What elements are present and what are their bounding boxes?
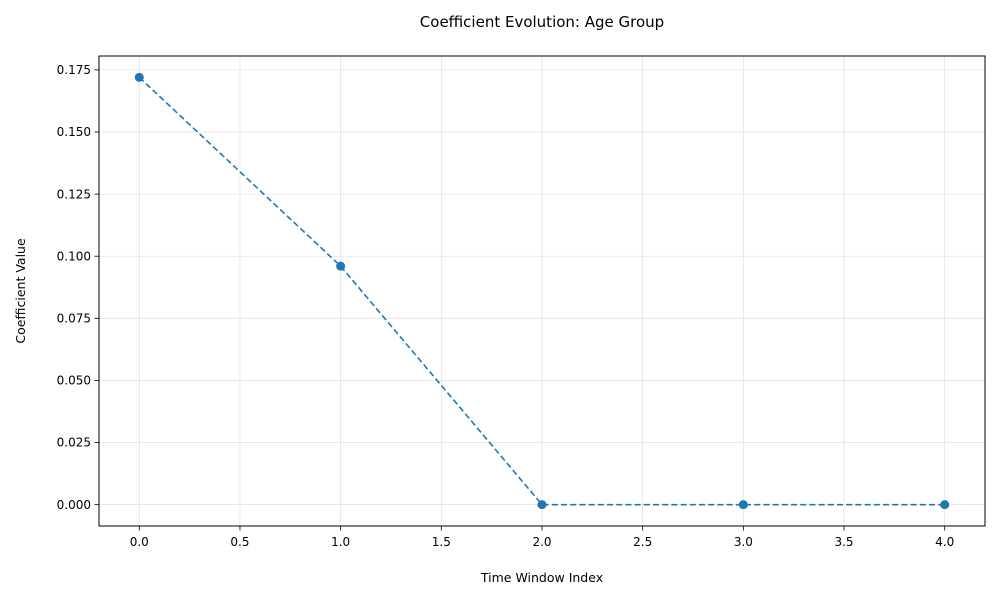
data-point <box>134 72 144 82</box>
y-tick-label: 0.025 <box>57 436 91 450</box>
y-tick-label: 0.075 <box>57 312 91 326</box>
y-axis-label: Coefficient Value <box>13 238 28 344</box>
x-tick-label: 0.0 <box>130 535 149 549</box>
y-tick-label: 0.175 <box>57 63 91 77</box>
x-tick-label: 3.0 <box>734 535 753 549</box>
series-line <box>138 76 945 506</box>
x-tick-label: 4.0 <box>935 535 954 549</box>
x-tick-label: 1.5 <box>432 535 451 549</box>
x-tick-label: 3.5 <box>834 535 853 549</box>
x-tick-label: 1.0 <box>331 535 350 549</box>
y-tick-label: 0.000 <box>57 498 91 512</box>
x-tick-label: 2.5 <box>633 535 652 549</box>
x-tick-label: 0.5 <box>230 535 249 549</box>
data-point <box>940 500 950 510</box>
y-tick-label: 0.125 <box>57 187 91 201</box>
data-point <box>336 261 346 271</box>
chart-title: Coefficient Evolution: Age Group <box>420 13 664 31</box>
x-tick-label: 2.0 <box>532 535 551 549</box>
x-axis-label: Time Window Index <box>480 570 603 585</box>
y-tick-label: 0.050 <box>57 374 91 388</box>
axis-ticks: 0.0 0.5 1.0 1.5 2.0 2.5 3.0 3.5 4.0 0.000 0.025 0.0… <box>57 63 955 549</box>
y-tick-label: 0.150 <box>57 125 91 139</box>
data-point <box>738 500 748 510</box>
y-tick-label: 0.100 <box>57 249 91 263</box>
grid <box>99 56 985 526</box>
data-point <box>537 500 547 510</box>
series-layer <box>134 72 950 510</box>
